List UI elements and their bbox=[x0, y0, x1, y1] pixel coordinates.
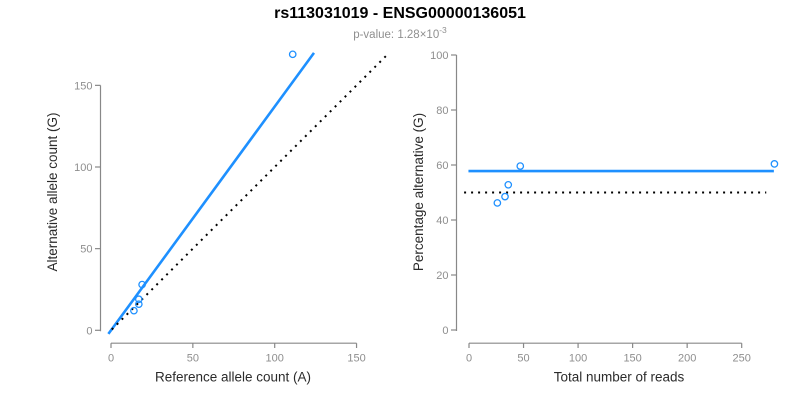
y-tick-label: 0 bbox=[86, 325, 92, 337]
y-tick-label: 20 bbox=[436, 270, 448, 282]
data-point bbox=[516, 162, 525, 170]
data-point bbox=[504, 180, 513, 189]
y-tick-label: 150 bbox=[74, 80, 92, 92]
figure-subtitle: p-value: 1.28×10-3 bbox=[0, 25, 800, 41]
y-tick-label: 100 bbox=[74, 162, 92, 174]
fitted-regression-line bbox=[107, 52, 316, 335]
x-tick-label: 200 bbox=[678, 353, 696, 365]
x-tick-label: 100 bbox=[266, 353, 284, 365]
right-plot: 0 20 40 60 80 100 0 50 100 150 200 250 Total number … bbox=[411, 50, 779, 385]
x-tick-label: 250 bbox=[733, 353, 751, 365]
pvalue-mantissa: 1.28 bbox=[397, 28, 420, 41]
y-tick-label: 0 bbox=[442, 325, 448, 337]
x-tick-label: 0 bbox=[108, 353, 114, 365]
figure-title: rs113031019 - ENSG00000136051 bbox=[274, 5, 526, 22]
left-y-axis-title: Alternative allele count (G) bbox=[45, 112, 60, 271]
pvalue-exponent: -3 bbox=[439, 25, 447, 35]
x-tick-label: 100 bbox=[569, 353, 587, 365]
data-point bbox=[770, 160, 779, 168]
left-plot: 0 50 100 150 0 50 100 150 Reference allele count… bbox=[45, 50, 387, 385]
left-x-axis-title: Reference allele count (A) bbox=[155, 370, 311, 385]
y-tick-label: 60 bbox=[436, 160, 448, 172]
x-tick-label: 150 bbox=[347, 353, 365, 365]
data-point bbox=[493, 199, 502, 207]
x-tick-label: 0 bbox=[466, 353, 472, 365]
y-tick-label: 50 bbox=[80, 244, 92, 256]
data-point bbox=[138, 280, 146, 289]
x-tick-label: 50 bbox=[517, 353, 529, 365]
identity-diagonal-line bbox=[111, 55, 387, 331]
data-point bbox=[134, 295, 143, 304]
right-y-axis-title: Percentage alternative (G) bbox=[411, 113, 426, 271]
pvalue-prefix: p-value: bbox=[353, 28, 398, 41]
x-tick-label: 150 bbox=[623, 353, 641, 365]
data-point bbox=[288, 50, 297, 59]
times-sign: × bbox=[419, 28, 427, 41]
y-tick-label: 40 bbox=[436, 215, 448, 227]
data-point bbox=[134, 300, 143, 309]
right-x-axis-title: Total number of reads bbox=[554, 370, 685, 385]
data-point bbox=[130, 306, 138, 315]
pvalue-base: 10 bbox=[426, 28, 440, 41]
y-tick-label: 100 bbox=[430, 50, 448, 62]
x-tick-label: 50 bbox=[187, 353, 199, 365]
data-point bbox=[501, 192, 509, 201]
y-tick-label: 80 bbox=[436, 105, 448, 117]
